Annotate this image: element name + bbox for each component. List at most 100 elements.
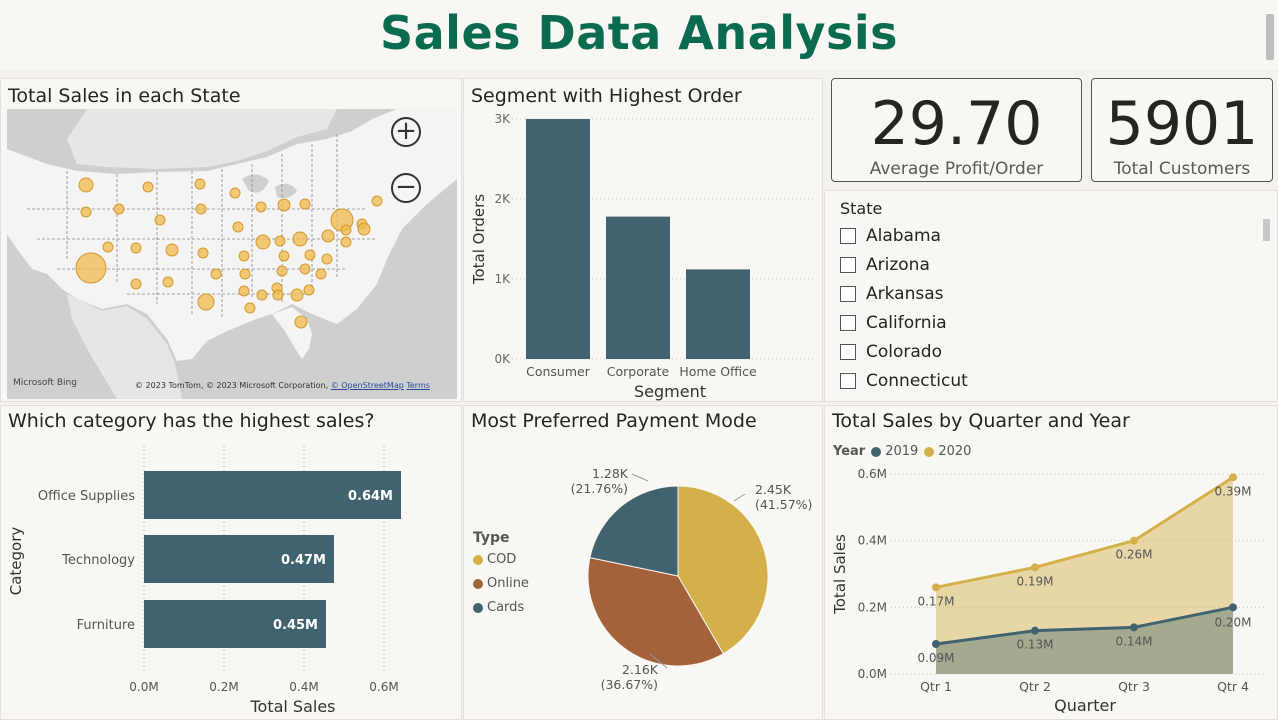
slicer-scrollbar[interactable] <box>1263 219 1270 241</box>
bar <box>686 269 750 359</box>
bar <box>144 600 326 648</box>
bar <box>526 119 590 359</box>
checkbox[interactable] <box>840 373 856 389</box>
state-bubble <box>210 268 222 280</box>
quarter-card: Total Sales by Quarter and Year Year 201… <box>824 405 1278 720</box>
page-scrollbar[interactable] <box>1266 14 1274 60</box>
zoom-in-button[interactable]: + <box>391 117 421 147</box>
data-label: 0.64M <box>348 489 393 504</box>
state-bubble <box>244 302 256 314</box>
legend-item-2019[interactable]: 2019 <box>885 444 919 459</box>
segment-card: Segment with Highest Order 0K 1K 2K 3K Consu… <box>463 78 823 402</box>
map-canvas[interactable]: + − Microsoft Bing © 2023 TomTom, © 2023… <box>7 109 457 399</box>
data-point <box>932 583 940 592</box>
zoom-out-button[interactable]: − <box>391 173 421 203</box>
x-tick-label: 0.6M <box>369 680 398 694</box>
legend-dot <box>473 602 483 613</box>
slicer-item[interactable]: Arkansas <box>840 283 944 305</box>
slicer-title: State <box>840 199 883 218</box>
data-label-percent: (41.57%) <box>755 497 812 512</box>
y-tick-label: 0K <box>494 352 511 366</box>
data-label: 0.45M <box>273 618 318 633</box>
checkbox[interactable] <box>840 228 856 244</box>
data-point <box>1031 626 1039 635</box>
checkbox[interactable] <box>840 315 856 331</box>
state-slicer: State Alabama Arizona Arkansas Californi… <box>824 190 1278 402</box>
pie-slice <box>677 485 769 655</box>
state-bubble <box>238 250 250 262</box>
pie-slice <box>589 485 679 577</box>
payment-title: Most Preferred Payment Mode <box>471 410 757 432</box>
y-tick-label: 0.0M <box>858 667 887 681</box>
checkbox[interactable] <box>840 344 856 360</box>
legend-dot <box>473 554 483 565</box>
state-bubble <box>256 289 268 301</box>
state-bubble <box>113 203 125 215</box>
slicer-item[interactable]: California <box>840 312 947 334</box>
leader-line <box>649 653 668 669</box>
pie-slice <box>587 557 725 667</box>
legend-dot-2020 <box>924 446 935 457</box>
data-label-percent: (36.67%) <box>601 677 658 692</box>
y-tick-label: 3K <box>494 112 511 126</box>
bar <box>144 535 334 583</box>
map-mexico <box>67 294 182 399</box>
terms-link[interactable]: Terms <box>406 381 430 390</box>
state-bubble <box>238 285 250 297</box>
legend-item-2020[interactable]: 2020 <box>938 444 972 459</box>
data-label-value: 1.28K <box>592 466 629 481</box>
state-bubble <box>194 178 206 190</box>
x-axis-title: Quarter <box>1054 696 1116 715</box>
map-card: Total Sales in each State + − Microsoft … <box>0 78 462 402</box>
slicer-item[interactable]: Colorado <box>840 341 942 363</box>
data-label-value: 2.16K <box>622 662 659 677</box>
map-copyright: © 2023 TomTom, © 2023 Microsoft Corporat… <box>135 381 430 390</box>
data-point <box>1229 603 1237 612</box>
state-bubble <box>130 278 142 290</box>
payment-legend: Type COD Online Cards <box>473 530 529 624</box>
map-title: Total Sales in each State <box>8 85 241 107</box>
x-tick-label: 0.4M <box>289 680 318 694</box>
checkbox[interactable] <box>840 257 856 273</box>
segment-title: Segment with Highest Order <box>471 85 742 107</box>
state-bubble <box>232 221 244 233</box>
osm-link[interactable]: © OpenStreetMap <box>330 381 404 390</box>
header: Sales Data Analysis <box>0 0 1278 70</box>
state-bubble <box>239 268 251 280</box>
state-bubble <box>321 253 333 265</box>
leader-line <box>631 473 649 482</box>
state-bubble <box>162 276 174 288</box>
legend-item-cod[interactable]: COD <box>473 552 529 567</box>
state-bubble <box>357 222 371 236</box>
slicer-item[interactable]: Connecticut <box>840 370 968 392</box>
state-bubble <box>78 177 94 193</box>
state-bubble <box>290 288 304 302</box>
legend-item-cards[interactable]: Cards <box>473 600 529 615</box>
category-chart[interactable]: 0.0M 0.2M 0.4M 0.6M Office Supplies 0.64M Tech… <box>1 406 462 720</box>
page-title: Sales Data Analysis <box>380 6 898 60</box>
data-label: 0.47M <box>281 553 326 568</box>
series-line <box>935 605 1234 646</box>
legend-item-online[interactable]: Online <box>473 576 529 591</box>
data-label: 0.13M <box>1016 638 1053 652</box>
kpi-customers-card: 5901 Total Customers <box>1091 78 1273 182</box>
legend-title: Year <box>833 444 866 459</box>
legend-dot-2019 <box>871 446 882 457</box>
slicer-item[interactable]: Arizona <box>840 254 930 276</box>
checkbox[interactable] <box>840 286 856 302</box>
payment-pie-chart[interactable]: 2.45K(41.57%) 2.16K(36.67%) 1.28K(21.76%) <box>464 406 823 720</box>
state-bubble <box>130 242 142 254</box>
y-tick-label: 0.4M <box>858 534 887 548</box>
legend-title: Type <box>473 530 510 546</box>
x-tick-label: Qtr 1 <box>920 679 952 694</box>
quarter-legend: Year 2019 2020 <box>833 444 971 459</box>
y-tick-label: 1K <box>494 272 511 286</box>
data-label-value: 2.45K <box>755 482 792 497</box>
quarter-chart[interactable]: 0.0M 0.2M 0.4M 0.6M 0.09M 0.13M 0.14M 0.20M 0.17… <box>825 406 1278 720</box>
state-bubble <box>277 198 291 212</box>
copyright-text: © 2023 TomTom, © 2023 Microsoft Corporat… <box>135 381 329 390</box>
slicer-item[interactable]: Alabama <box>840 225 941 247</box>
series-line <box>935 476 1234 589</box>
y-tick-label: 0.2M <box>858 600 887 614</box>
